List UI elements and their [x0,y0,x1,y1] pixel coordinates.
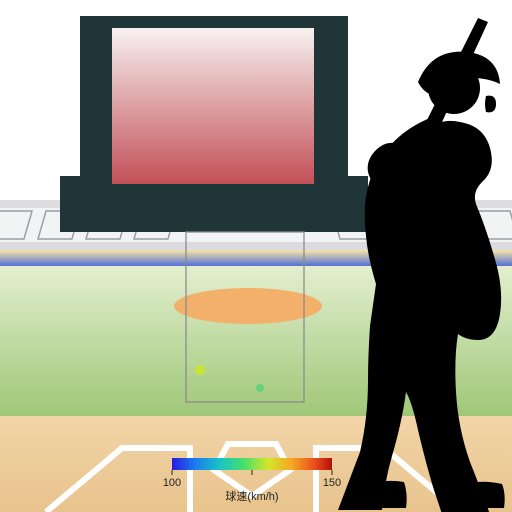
colorbar-tick-label: 100 [163,477,181,489]
pitch-marker [195,365,205,375]
colorbar-tick-label: 150 [323,477,341,489]
colorbar-title: 球速(km/h) [225,489,278,503]
speed-colorbar [172,458,332,470]
scoreboard-screen [112,28,314,184]
pitchers-mound [174,288,322,324]
pitch-marker [256,384,264,392]
pitch-location-diagram: 100 150 球速(km/h) [0,0,512,512]
